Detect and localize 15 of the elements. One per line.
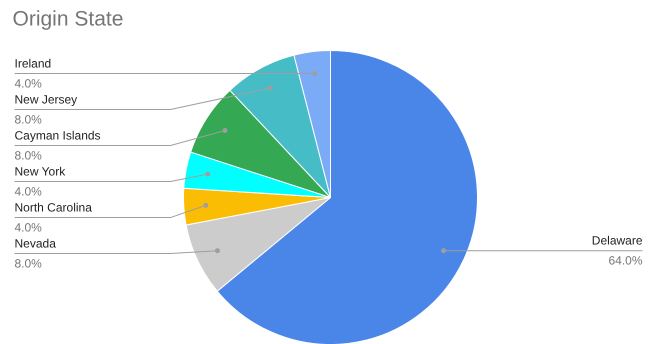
data-label: 4.0%	[14, 220, 42, 235]
slice-label: Ireland	[14, 56, 52, 71]
data-label: 8.0%	[14, 256, 42, 271]
slice-label: Cayman Islands	[14, 128, 101, 143]
slice-label: Nevada	[14, 236, 56, 251]
chart-title: Origin State	[12, 8, 124, 30]
slice-label: Delaware	[592, 234, 643, 248]
data-label: 8.0%	[14, 112, 42, 127]
slice-label: New York	[14, 164, 66, 179]
slice-label: New Jersey	[14, 92, 78, 107]
data-label: 4.0%	[14, 184, 42, 199]
data-label: 4.0%	[14, 76, 42, 91]
data-label: 8.0%	[14, 148, 42, 163]
data-label: 64.0%	[608, 254, 643, 268]
slice-label: North Carolina	[14, 200, 92, 215]
